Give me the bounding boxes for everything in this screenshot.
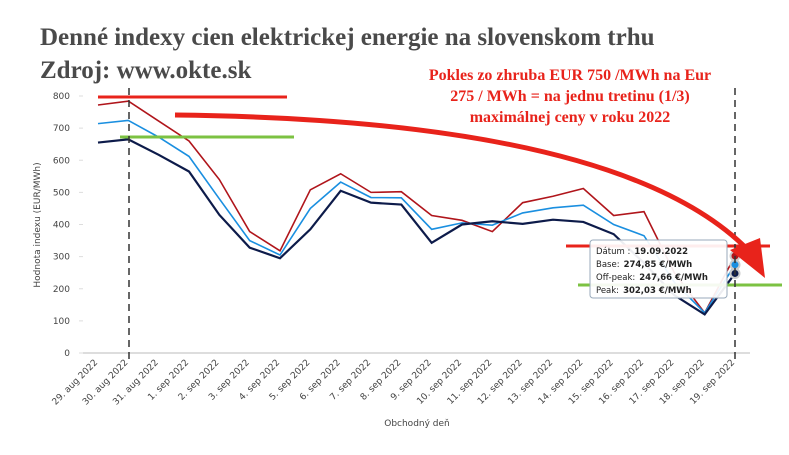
arrowhead	[730, 238, 765, 278]
annotation: 275 / MWh = na jednu tretinu (1/3)	[450, 88, 690, 105]
tooltip-label: Off-peak:	[596, 273, 635, 283]
annotation: maximálnej ceny v roku 2022	[470, 109, 671, 126]
y-tick-label: 600	[53, 156, 70, 166]
y-tick-label: 200	[53, 285, 70, 295]
series-line	[97, 100, 736, 315]
tooltip-label: Base:	[596, 260, 620, 270]
y-tick-label: 700	[53, 124, 70, 134]
series-line	[97, 119, 736, 315]
y-tick-label: 0	[64, 349, 70, 359]
y-axis-title: Hodnota indexu (EUR/MWh)	[33, 162, 43, 287]
chart-subtitle: Zdroj: www.okte.sk	[40, 57, 251, 84]
y-tick-label: 800	[53, 92, 70, 102]
tooltip-row: Dátum : 19.09.2022	[596, 247, 688, 257]
tooltip-row: Off-peak: 247,66 €/MWh	[596, 273, 708, 283]
tooltip-value: 274,85 €/MWh	[624, 260, 693, 270]
tooltip-label: Peak:	[596, 286, 619, 296]
tooltip-row: Peak: 302,03 €/MWh	[596, 286, 692, 296]
tooltip-value: 247,66 €/MWh	[639, 273, 708, 283]
tooltip-value: 19.09.2022	[634, 247, 688, 257]
y-tick-label: 500	[53, 188, 70, 198]
tooltip-box	[589, 239, 728, 299]
annotation: Pokles zo zhruba EUR 750 /MWh na Eur	[429, 67, 711, 84]
tooltip-label: Dátum :	[596, 247, 630, 257]
y-tick-label: 400	[53, 221, 70, 231]
arrow	[174, 112, 750, 252]
x-axis-title: Obchodný deň	[384, 418, 450, 429]
tooltip: Dátum : 19.09.2022 Base: 274,85 €/MWh Off-pe…	[589, 239, 728, 299]
y-tick-label: 100	[53, 317, 70, 327]
tooltip-row: Base: 274,85 €/MWh	[596, 260, 692, 270]
y-tick-label: 300	[53, 253, 70, 263]
tooltip-value: 302,03 €/MWh	[623, 286, 692, 296]
chart-title: Denné indexy cien elektrickej energie na…	[40, 24, 655, 51]
